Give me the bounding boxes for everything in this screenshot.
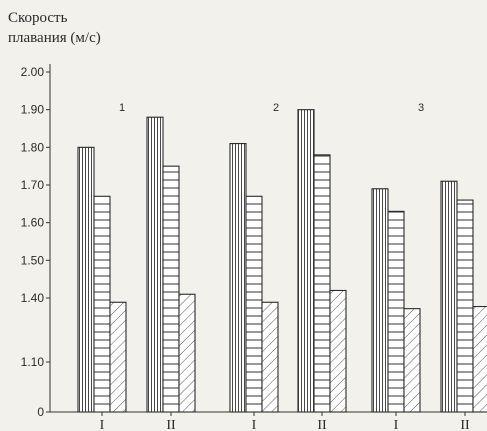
bar	[93, 195, 111, 413]
y-tick-label: 1.50	[21, 253, 45, 267]
bar	[297, 109, 315, 413]
x-tick-label: I	[100, 418, 105, 431]
y-axis-title-line: плавания (м/с)	[8, 30, 101, 46]
y-tick-label: 1.60	[21, 216, 45, 230]
bar	[472, 305, 487, 413]
bar	[109, 301, 127, 413]
bar	[146, 116, 164, 413]
bar	[440, 180, 458, 413]
group-label: 2	[273, 102, 279, 114]
x-tick-label: I	[252, 418, 257, 431]
bar	[403, 308, 421, 413]
bar	[387, 210, 405, 413]
bar	[245, 195, 263, 413]
group-label: 3	[418, 102, 424, 114]
group-label: 1	[119, 102, 125, 114]
y-tick-label: 1.10	[21, 355, 45, 369]
bar	[261, 301, 279, 413]
y-axis-title-line: Скорость	[8, 10, 68, 26]
x-tick-label: II	[166, 418, 176, 431]
x-tick-label: I	[394, 418, 399, 431]
y-tick-label: 0	[37, 405, 44, 419]
x-tick-label: II	[317, 418, 327, 431]
y-tick-label: 1.40	[21, 291, 45, 305]
bar	[229, 143, 247, 413]
bar	[178, 293, 196, 413]
y-tick-label: 1.70	[21, 178, 45, 192]
bar	[456, 199, 474, 413]
y-tick-label: 1.80	[21, 140, 45, 154]
y-tick-label: 2.00	[21, 65, 45, 79]
bar	[162, 165, 180, 413]
x-tick-label: II	[460, 418, 470, 431]
bar	[313, 154, 331, 413]
bar	[77, 146, 95, 413]
bar	[329, 289, 347, 413]
bar	[371, 188, 389, 413]
y-tick-label: 1.90	[21, 103, 45, 117]
